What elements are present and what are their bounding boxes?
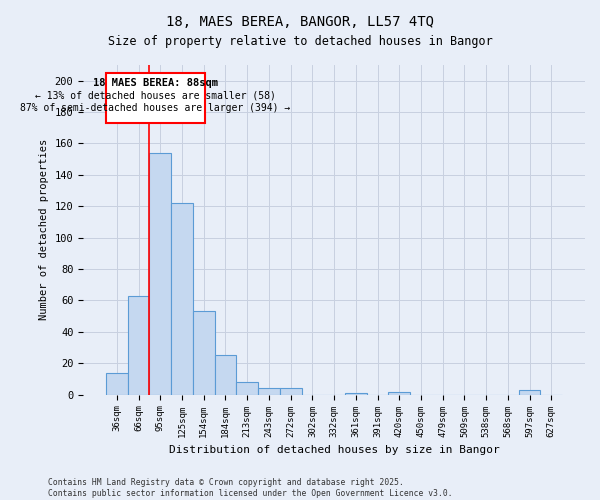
- FancyBboxPatch shape: [106, 73, 205, 123]
- Bar: [171, 203, 193, 394]
- Bar: [215, 356, 236, 395]
- Y-axis label: Number of detached properties: Number of detached properties: [39, 139, 49, 320]
- Bar: [280, 388, 302, 394]
- Text: 18, MAES BEREA, BANGOR, LL57 4TQ: 18, MAES BEREA, BANGOR, LL57 4TQ: [166, 15, 434, 29]
- Bar: [106, 372, 128, 394]
- Text: 87% of semi-detached houses are larger (394) →: 87% of semi-detached houses are larger (…: [20, 102, 290, 113]
- Bar: [519, 390, 541, 394]
- Bar: [258, 388, 280, 394]
- Bar: [236, 382, 258, 394]
- Text: 18 MAES BEREA: 88sqm: 18 MAES BEREA: 88sqm: [93, 78, 218, 88]
- Text: Size of property relative to detached houses in Bangor: Size of property relative to detached ho…: [107, 35, 493, 48]
- Bar: [388, 392, 410, 394]
- Bar: [128, 296, 149, 394]
- Bar: [193, 312, 215, 394]
- Bar: [149, 153, 171, 394]
- Bar: [345, 393, 367, 394]
- Text: Contains HM Land Registry data © Crown copyright and database right 2025.
Contai: Contains HM Land Registry data © Crown c…: [48, 478, 452, 498]
- X-axis label: Distribution of detached houses by size in Bangor: Distribution of detached houses by size …: [169, 445, 499, 455]
- Text: ← 13% of detached houses are smaller (58): ← 13% of detached houses are smaller (58…: [35, 90, 276, 100]
